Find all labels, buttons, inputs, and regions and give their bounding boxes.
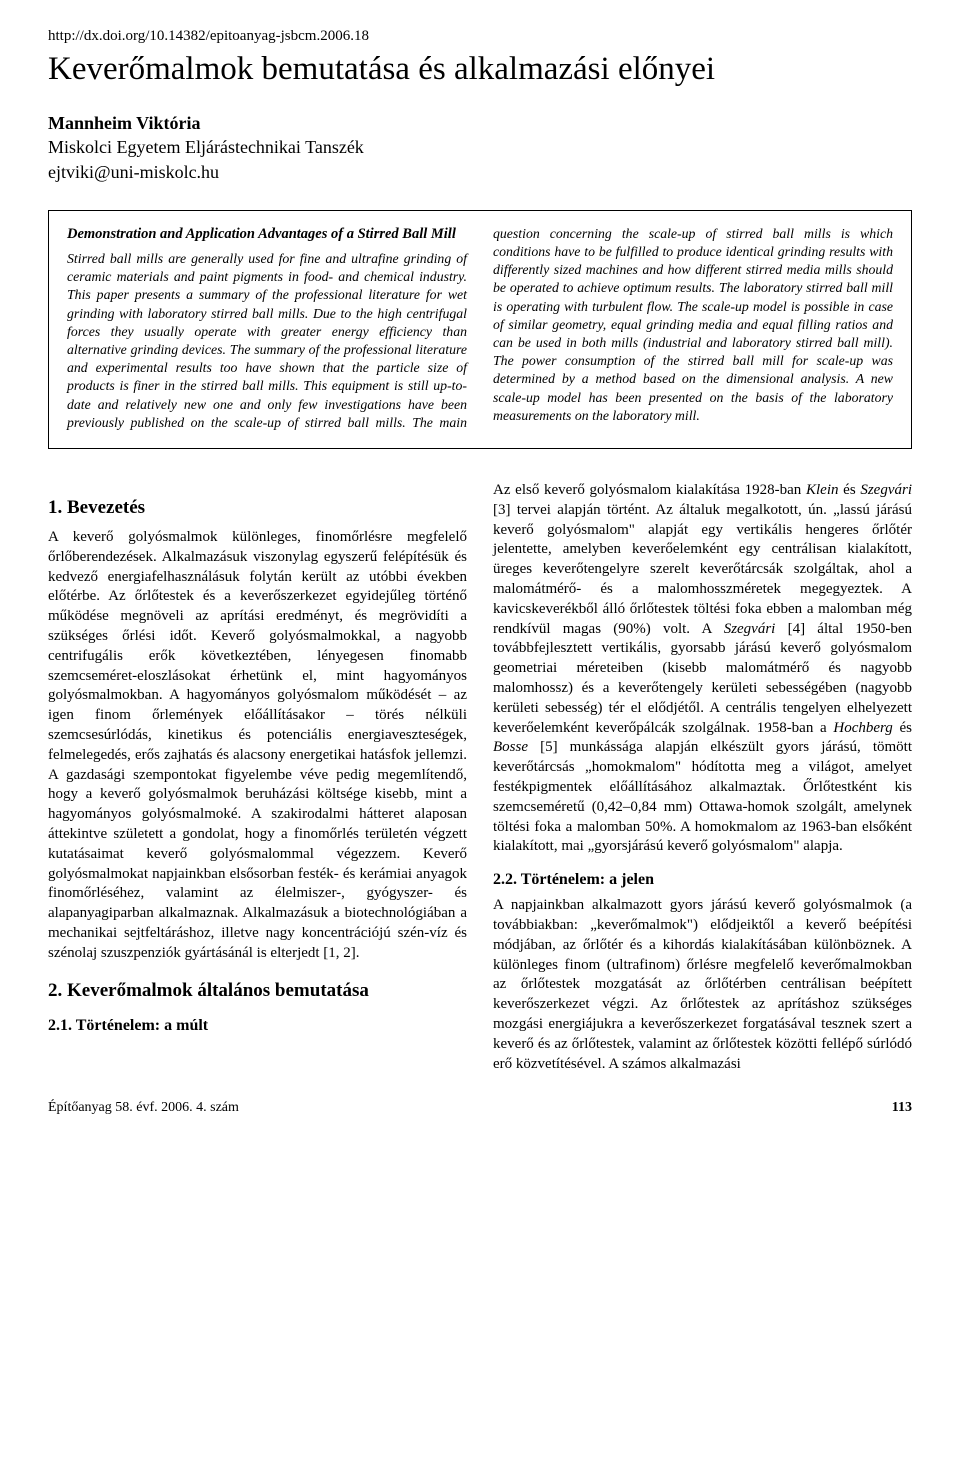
body-columns: 1. Bevezetés A keverő golyósmalmok külön… (48, 481, 912, 1074)
person-szegvari: Szegvári (860, 482, 912, 498)
heading-history-past: 2.1. Történelem: a múlt (48, 1015, 467, 1036)
author-block: Mannheim Viktória Miskolci Egyetem Eljár… (48, 111, 912, 184)
footer-page-number: 113 (892, 1100, 912, 1116)
text: [4] által 1950-ben továbbfejlesztett ver… (493, 621, 912, 736)
abstract-columns: Demonstration and Application Advantages… (67, 225, 893, 432)
page-footer: Építőanyag 58. évf. 2006. 4. szám 113 (48, 1100, 912, 1116)
author-affiliation: Miskolci Egyetem Eljárástechnikai Tanszé… (48, 137, 364, 157)
text: Az első keverő golyósmalom kialakítása 1… (493, 482, 806, 498)
person-bosse: Bosse (493, 739, 528, 755)
heading-intro: 1. Bevezetés (48, 495, 467, 520)
footer-issue: Építőanyag 58. évf. 2006. 4. szám (48, 1100, 239, 1116)
text: [5] munkássága alapján elkészült gyors j… (493, 739, 912, 854)
person-klein: Klein (806, 482, 839, 498)
paragraph-history-past: Az első keverő golyósmalom kialakítása 1… (493, 481, 912, 857)
author-name: Mannheim Viktória (48, 113, 201, 133)
article-title: Keverőmalmok bemutatása és alkalmazási e… (48, 51, 912, 89)
text: [3] tervei alapján történt. Az általuk m… (493, 502, 912, 637)
abstract-box: Demonstration and Application Advantages… (48, 210, 912, 449)
paragraph-history-now: A napjainkban alkalmazott gyors járású k… (493, 896, 912, 1074)
text: és (893, 720, 912, 736)
person-szegvari-2: Szegvári (724, 621, 776, 637)
author-email[interactable]: ejtviki@uni-miskolc.hu (48, 162, 219, 182)
paragraph-intro: A keverő golyósmalmok különleges, finomő… (48, 528, 467, 964)
heading-general: 2. Keverőmalmok általános bemutatása (48, 978, 467, 1003)
person-hochberg: Hochberg (833, 720, 892, 736)
abstract-title: Demonstration and Application Advantages… (67, 225, 467, 244)
abstract-body: Stirred ball mills are generally used fo… (67, 226, 893, 430)
doi-link[interactable]: http://dx.doi.org/10.14382/epitoanyag-js… (48, 28, 912, 45)
text: és (838, 482, 860, 498)
heading-history-now: 2.2. Történelem: a jelen (493, 869, 912, 890)
